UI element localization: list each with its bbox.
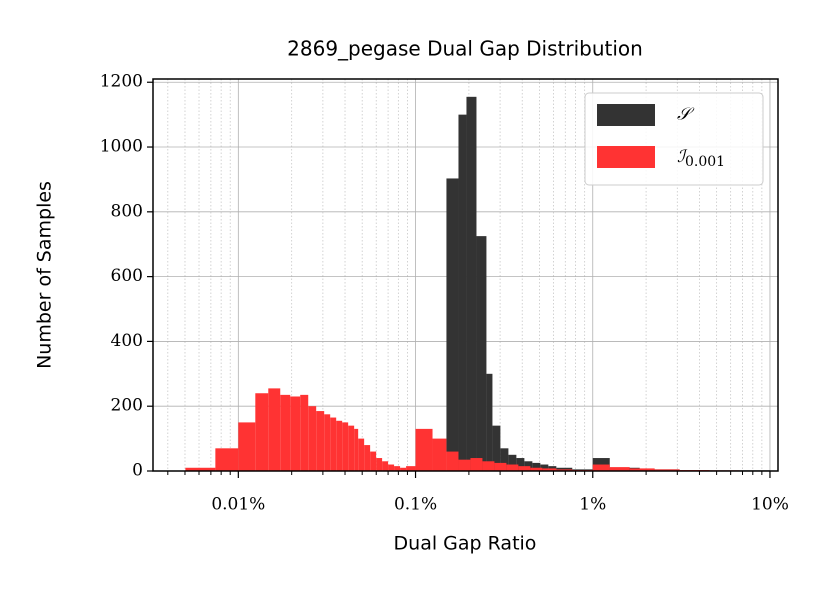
histogram-bar: [300, 394, 309, 471]
histogram-bar: [290, 396, 301, 471]
histogram-bar: [506, 464, 519, 471]
plot-frame: [152, 78, 779, 472]
y-tick-label: 200: [111, 396, 143, 416]
histogram-bar: [516, 458, 525, 471]
histogram-bar: [592, 464, 610, 471]
histogram-bar: [458, 459, 471, 471]
histogram-bar: [486, 373, 493, 471]
histogram-bar: [466, 96, 477, 472]
histogram-bar: [532, 462, 541, 471]
histogram-bar: [609, 467, 630, 471]
histogram-bar: [268, 388, 281, 471]
histogram-bar: [470, 458, 483, 471]
histogram-bar: [330, 417, 337, 471]
y-tick-label: 1000: [100, 137, 143, 157]
histogram-bar: [388, 464, 395, 471]
x-tick-label: 10%: [751, 495, 789, 515]
y-tick-label: 800: [111, 201, 143, 221]
histogram-bar: [446, 451, 459, 471]
histogram-bar: [492, 425, 501, 471]
histogram-bar: [500, 448, 509, 471]
histogram-bar: [324, 414, 331, 471]
x-tick-label: 0.1%: [394, 495, 437, 515]
histogram-bar: [542, 468, 557, 471]
histogram-bar: [280, 394, 291, 471]
histogram-bar: [376, 458, 383, 471]
histogram-bar: [415, 428, 433, 471]
histogram-bar: [406, 466, 416, 471]
histogram-bar: [342, 422, 349, 471]
histogram-bar: [432, 438, 447, 471]
y-tick-label: 1200: [100, 72, 143, 92]
histogram-bar: [518, 466, 531, 471]
histogram-bar: [354, 428, 359, 471]
y-axis-label: Number of Samples: [34, 181, 56, 369]
histogram-bar: [540, 464, 549, 471]
histogram-bar: [654, 469, 680, 471]
histogram-bar: [348, 425, 355, 471]
y-tick-label: 600: [111, 266, 143, 286]
histogram-bar: [458, 114, 467, 472]
legend-label: ℐ0.001: [677, 147, 725, 171]
histogram-bar: [185, 467, 216, 471]
histogram-bar: [316, 411, 325, 471]
histogram-bar: [508, 454, 517, 471]
x-axis-label: Dual Gap Ratio: [394, 533, 537, 555]
histogram-bar: [494, 462, 507, 471]
histogram-bar: [238, 422, 256, 471]
histogram-bar: [308, 406, 317, 471]
histogram-bar: [370, 451, 377, 471]
legend-swatch: [597, 146, 655, 168]
histogram-bar: [556, 469, 573, 471]
histogram-bar: [336, 420, 343, 471]
histogram-bar: [530, 467, 543, 471]
histogram-bar: [629, 468, 655, 471]
legend-swatch: [597, 104, 655, 126]
histogram-bar: [482, 461, 495, 471]
histogram-bar: [394, 466, 401, 471]
x-tick-label: 1%: [579, 495, 606, 515]
chart-title: 2869_pegase Dual Gap Distribution: [287, 37, 643, 61]
y-tick-label: 400: [111, 331, 143, 351]
x-tick-label: 0.01%: [211, 495, 265, 515]
histogram-bar: [255, 393, 269, 471]
histogram-bar: [382, 461, 389, 471]
histogram-bar: [364, 445, 371, 471]
histogram-bar: [476, 236, 487, 471]
histogram-bar: [400, 467, 407, 471]
histogram-bar: [358, 438, 365, 471]
histogram-bar: [215, 448, 239, 471]
histogram-bar: [446, 178, 459, 471]
y-tick-label: 0: [132, 461, 143, 481]
